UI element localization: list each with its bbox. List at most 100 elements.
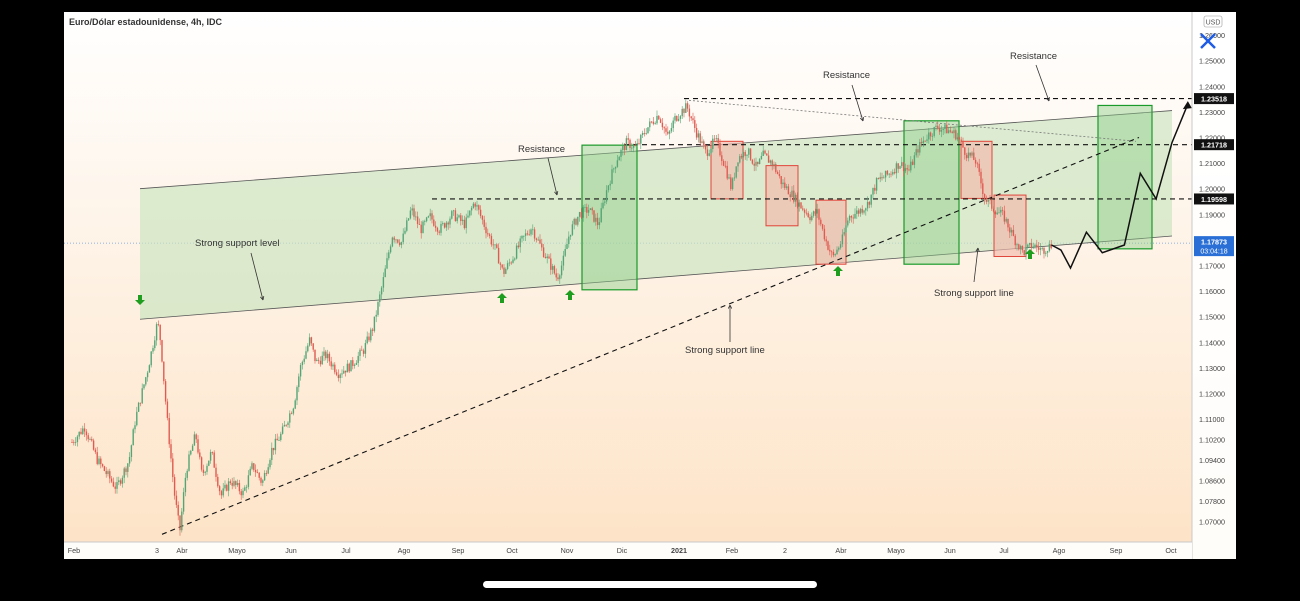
candle-body	[452, 210, 455, 212]
candle-body	[307, 345, 309, 352]
candle-body	[668, 131, 671, 134]
candle-body	[145, 377, 147, 385]
candle-body	[656, 115, 658, 124]
candle-body	[1041, 247, 1043, 249]
candle-body	[661, 122, 664, 128]
candle-body	[955, 130, 957, 140]
candle-body	[245, 486, 248, 488]
candle-body	[535, 238, 538, 240]
candle-body	[137, 402, 140, 412]
y-tick-label: 1.19000	[1199, 210, 1225, 219]
candle-body	[769, 160, 772, 163]
candle-body	[731, 178, 734, 190]
candle-body	[357, 355, 359, 363]
candle-body	[587, 209, 590, 213]
candle-body	[674, 115, 676, 121]
candle-body	[760, 155, 763, 160]
candle-body	[321, 355, 323, 365]
candle-body	[956, 137, 959, 140]
y-tick-label: 1.14000	[1199, 338, 1225, 347]
candle-body	[101, 464, 104, 467]
candle-body	[895, 163, 898, 174]
candle-body	[105, 471, 107, 475]
candle-body	[458, 215, 460, 218]
annotation-strong-support-level-arrow-head	[260, 296, 265, 301]
candle-body	[199, 452, 201, 458]
candle-body	[150, 351, 152, 366]
candle-body	[974, 159, 977, 164]
candle-body	[600, 208, 602, 223]
candle-body	[355, 362, 358, 365]
candle-body	[814, 211, 817, 214]
candle-body	[722, 160, 725, 166]
candle-body	[269, 460, 271, 468]
candle-body	[902, 162, 905, 172]
close-icon[interactable]	[1200, 33, 1216, 49]
currency-badge[interactable]	[1203, 15, 1223, 28]
candle-body	[699, 133, 701, 143]
candle-body	[1046, 250, 1049, 253]
candle-body	[479, 209, 482, 216]
candle-body	[317, 359, 320, 361]
red-zone-box	[960, 140, 993, 199]
candle-body	[343, 370, 345, 374]
candle-body	[919, 142, 921, 153]
candle-body	[107, 471, 109, 475]
candle-body	[470, 207, 473, 211]
candle-body	[947, 130, 950, 134]
candle-body	[353, 364, 356, 366]
home-indicator[interactable]	[483, 581, 817, 588]
candle-body	[251, 463, 253, 469]
candle-body	[820, 219, 822, 225]
time-axis[interactable]	[64, 542, 1192, 559]
candle-body	[559, 275, 561, 280]
candle-body	[827, 241, 829, 250]
y-tick-label: 1.16000	[1199, 287, 1225, 296]
candle-body	[364, 343, 367, 354]
candle-body	[767, 155, 770, 163]
candle-body	[713, 138, 716, 140]
candle-body	[983, 194, 986, 200]
candle-body	[796, 194, 799, 207]
candle-body	[136, 411, 138, 426]
candle-body	[220, 491, 223, 496]
candle-body	[501, 264, 503, 268]
candle-body	[411, 208, 413, 211]
candle-body	[749, 148, 752, 160]
candle-body	[204, 471, 206, 473]
price-chart[interactable]: Resistance Resistance Resistance Strong sup…	[64, 12, 1236, 559]
candle-body	[807, 213, 809, 218]
candle-body	[834, 254, 836, 256]
candle-body	[456, 217, 458, 222]
x-tick-label: 3	[155, 546, 159, 555]
candle-body	[724, 165, 727, 167]
candle-body	[346, 363, 349, 373]
candle-body	[299, 365, 302, 377]
y-tick-label: 1.21000	[1199, 159, 1225, 168]
candle-body	[922, 140, 925, 144]
candle-body	[931, 135, 934, 137]
candle-body	[429, 213, 431, 217]
candle-body	[566, 244, 568, 249]
candle-body	[560, 265, 563, 276]
candle-body	[776, 171, 779, 175]
candle-body	[735, 166, 737, 178]
candle-body	[508, 262, 511, 264]
candle-body	[881, 177, 883, 179]
candle-body	[280, 433, 282, 440]
candle-body	[254, 469, 257, 473]
annotation-resistance-1-arrow-head	[554, 191, 559, 196]
candle-body	[863, 210, 865, 213]
candle-body	[778, 174, 781, 177]
x-tick-label: Jul	[341, 546, 351, 555]
candle-body	[629, 139, 631, 148]
candle-body	[775, 164, 777, 172]
candle-body	[404, 230, 406, 234]
candle-body	[460, 215, 462, 221]
y-tick-label: 1.24000	[1199, 82, 1225, 91]
last-price-label: 1.17873	[1201, 238, 1227, 247]
candle-body	[285, 424, 287, 426]
candle-body	[886, 170, 889, 175]
candle-body	[483, 219, 485, 227]
symbol-title: Euro/Dólar estadounidense, 4h, IDC	[69, 17, 223, 27]
